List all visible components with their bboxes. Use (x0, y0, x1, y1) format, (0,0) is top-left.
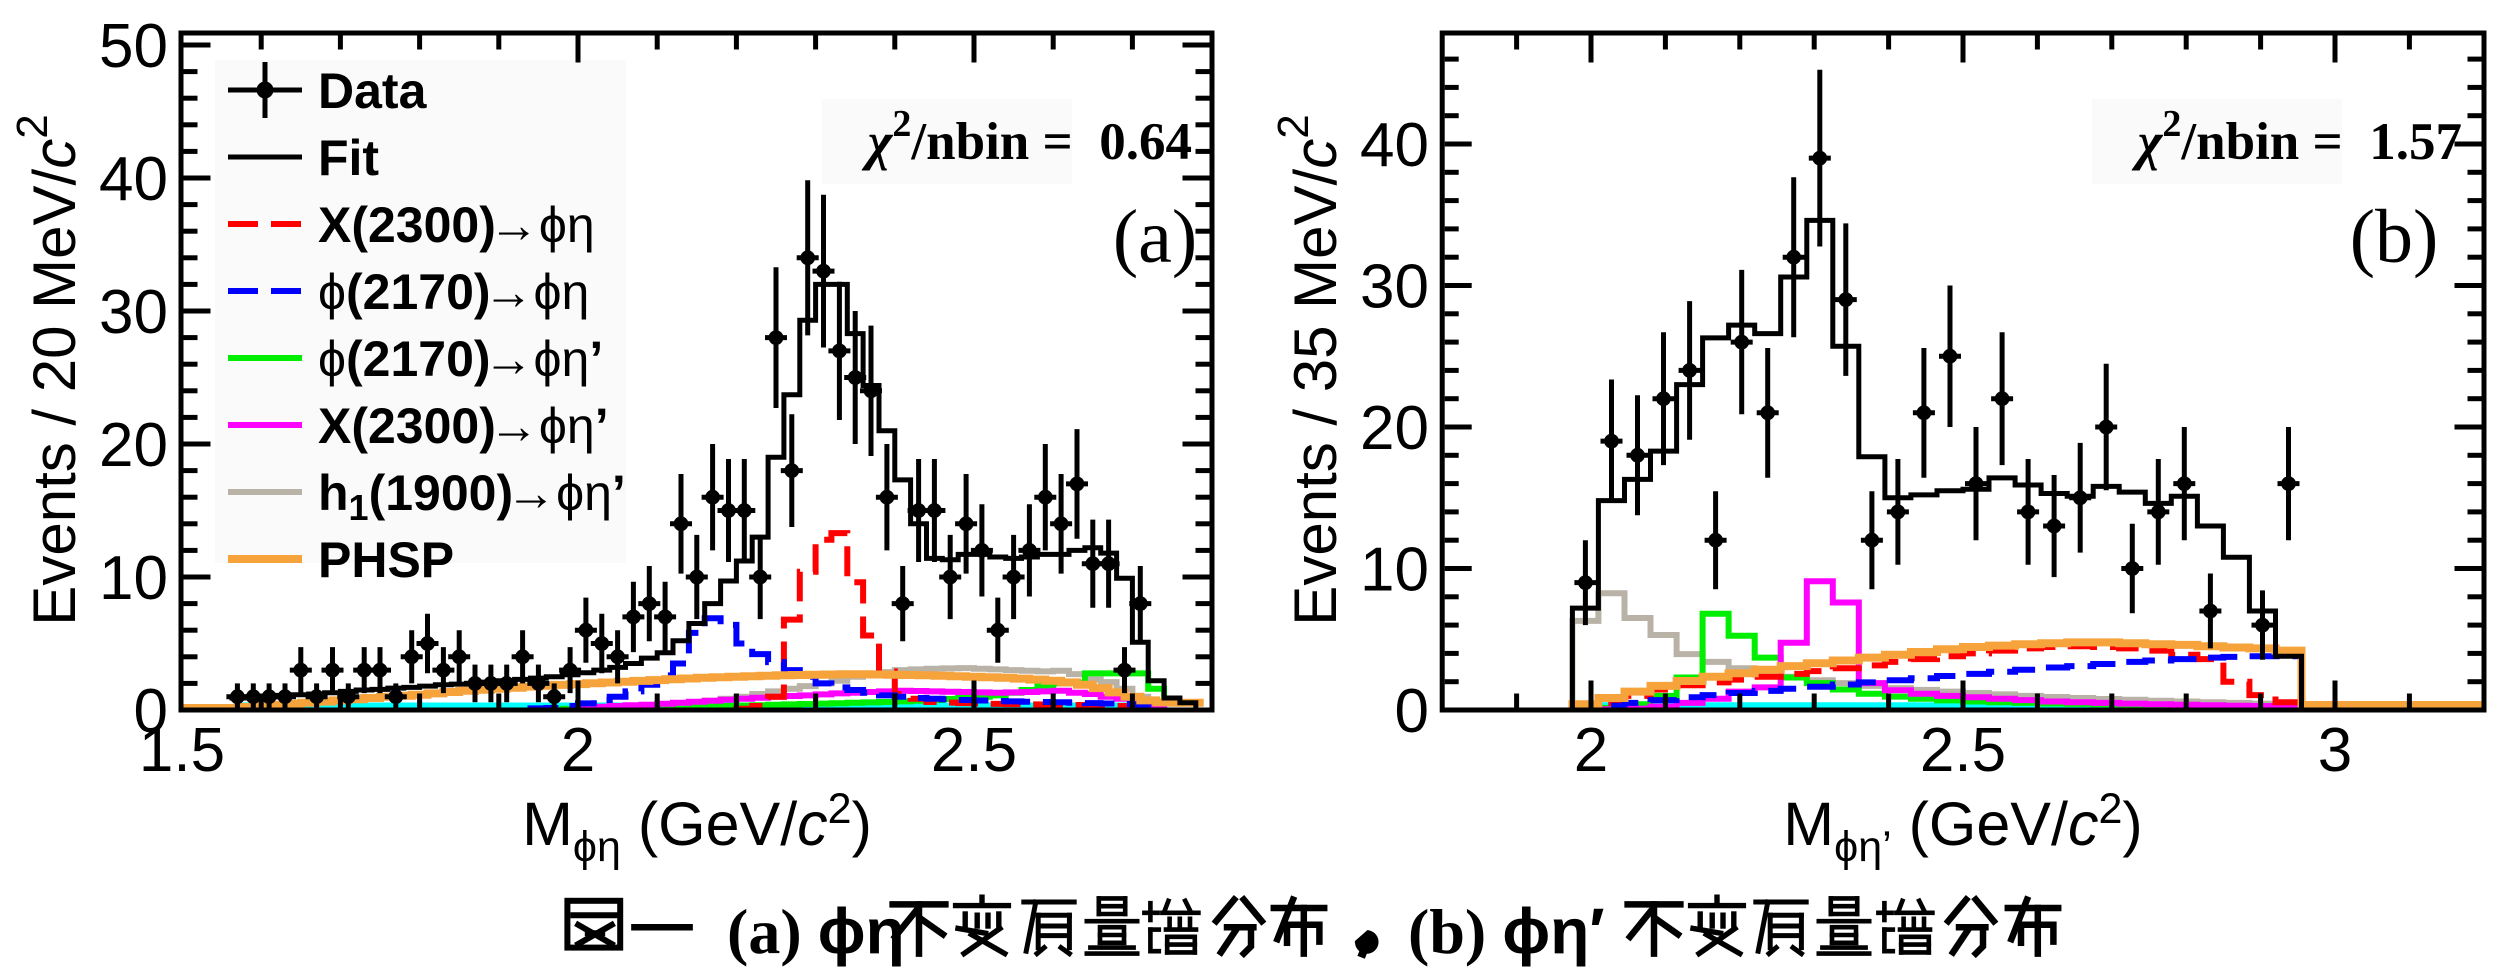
svg-text:0: 0 (1395, 677, 1429, 746)
svg-text:ϕ(2170)→ϕη: ϕ(2170)→ϕη (318, 264, 589, 320)
svg-text:3: 3 (2318, 716, 2352, 785)
svg-text:2: 2 (1574, 716, 1608, 785)
svg-text:χ2/nbin = 0.64: χ2/nbin = 0.64 (861, 103, 1192, 171)
svg-text:(a): (a) (1113, 195, 1197, 279)
svg-text:Events / 20 MeV/c2: Events / 20 MeV/c2 (8, 114, 88, 625)
svg-text:Data: Data (318, 63, 428, 119)
svg-text:2.5: 2.5 (931, 716, 1017, 785)
svg-text:20: 20 (99, 411, 168, 480)
svg-text:40: 40 (1360, 111, 1429, 180)
svg-text:10: 10 (99, 544, 168, 613)
svg-text:(a) ϕη: (a) ϕη (727, 895, 905, 967)
svg-text:(b): (b) (2350, 195, 2439, 279)
svg-text:1.5: 1.5 (139, 716, 225, 785)
svg-text:X(2300)→ϕη: X(2300)→ϕη (318, 197, 595, 253)
svg-text:50: 50 (99, 12, 168, 81)
svg-text:X(2300)→ϕη’: X(2300)→ϕη’ (318, 398, 609, 454)
svg-text:PHSP: PHSP (318, 532, 454, 588)
svg-text:χ2/nbin = 1.57: χ2/nbin = 1.57 (2131, 103, 2462, 171)
svg-text:0: 0 (134, 677, 168, 746)
svg-text:30: 30 (99, 278, 168, 347)
svg-text:h1(1900)→ϕη’: h1(1900)→ϕη’ (318, 465, 626, 528)
svg-text:2: 2 (561, 716, 595, 785)
svg-text:Fit: Fit (318, 130, 379, 186)
svg-text:2.5: 2.5 (1920, 716, 2006, 785)
svg-text:Events / 35 MeV/c2: Events / 35 MeV/c2 (1269, 114, 1349, 625)
svg-text:(b) ϕη′: (b) ϕη′ (1408, 895, 1605, 967)
svg-text:10: 10 (1360, 536, 1429, 605)
svg-text:ϕ(2170)→ϕη’: ϕ(2170)→ϕη’ (318, 331, 603, 387)
svg-text:30: 30 (1360, 253, 1429, 322)
svg-text:20: 20 (1360, 394, 1429, 463)
svg-text:40: 40 (99, 145, 168, 214)
